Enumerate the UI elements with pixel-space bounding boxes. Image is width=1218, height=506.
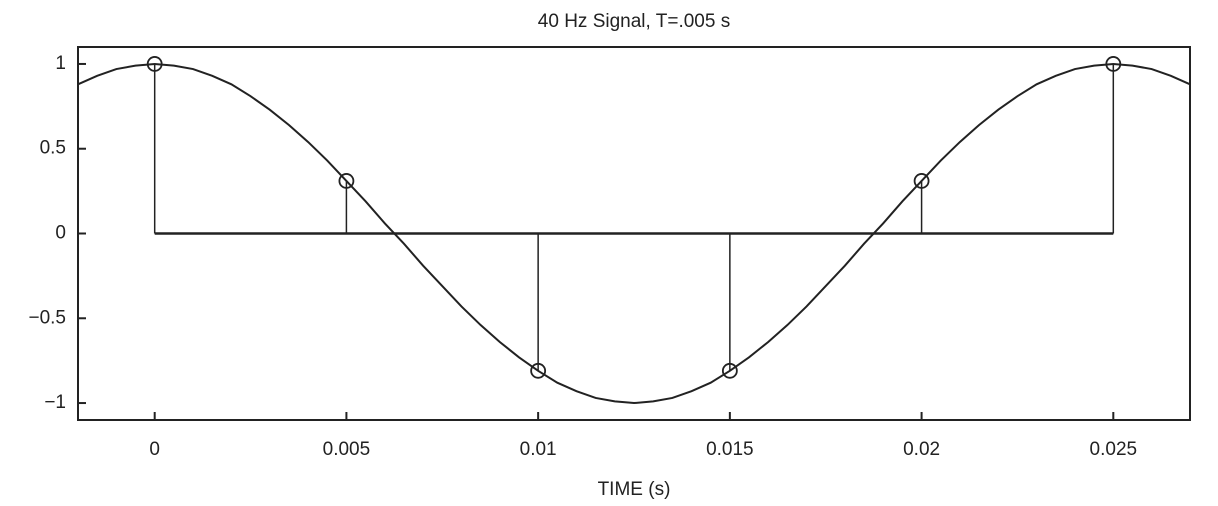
y-tick-label: −0.5 [28, 307, 66, 328]
x-tick-label: 0.025 [1090, 439, 1138, 460]
x-tick-label: 0 [149, 439, 160, 460]
sample-marker [530, 362, 547, 379]
y-tick-label: 1 [55, 53, 66, 74]
sample-marker [721, 362, 738, 379]
sample-marker [146, 56, 163, 72]
y-tick-label: 0.5 [40, 138, 66, 159]
chart-title: 40 Hz Signal, T=.005 s [538, 11, 730, 32]
signal-curve [77, 62, 1191, 405]
x-tick-label: 0.015 [706, 439, 754, 460]
x-tick-label: 0.02 [903, 439, 940, 460]
x-tick-label: 0.005 [323, 439, 371, 460]
y-tick-label: 0 [55, 223, 66, 244]
y-tick-label: −1 [44, 392, 66, 413]
x-tick-label: 0.01 [520, 439, 557, 460]
x-axis-label: TIME (s) [598, 479, 671, 500]
sample-marker [1105, 56, 1122, 72]
sample-marker [913, 173, 930, 189]
sample-marker [338, 173, 355, 189]
